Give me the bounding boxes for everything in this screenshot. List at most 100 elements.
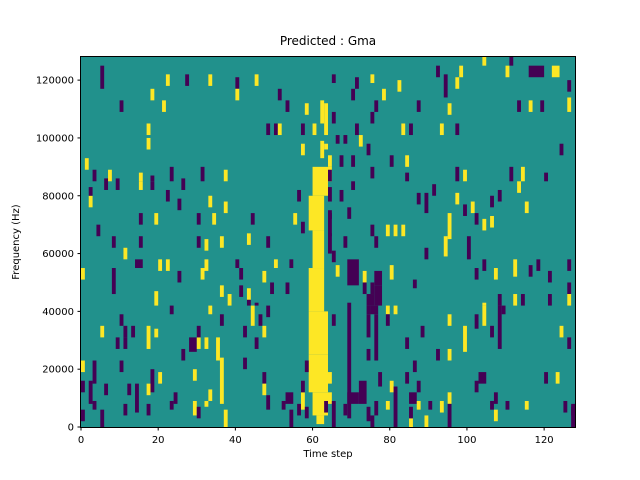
heatmap-cell	[463, 204, 467, 216]
heatmap-cell	[520, 294, 525, 306]
plot-border	[80, 56, 576, 428]
heatmap-cell	[362, 282, 367, 295]
heatmap-cell	[366, 406, 371, 422]
heatmap-cell	[409, 392, 417, 404]
heatmap-cell	[328, 372, 332, 384]
x-tick-label: 20	[152, 435, 165, 446]
heatmap-cell	[123, 247, 128, 260]
heatmap-cell	[219, 285, 224, 297]
heatmap-cell	[571, 406, 575, 427]
heatmap-cell	[300, 221, 305, 234]
heatmap-cell	[567, 294, 572, 306]
heatmap-cell	[513, 259, 518, 277]
heatmap-cell	[455, 166, 460, 182]
heatmap-cell	[254, 302, 259, 306]
heatmap-cell	[173, 392, 178, 404]
heatmap-cell	[482, 218, 487, 231]
heatmap-cell	[497, 189, 502, 202]
heatmap-cell	[304, 360, 309, 373]
heatmap-cell	[482, 302, 487, 306]
heatmap-cell	[81, 409, 85, 422]
heatmap-cell	[308, 311, 328, 355]
heatmap-cell	[405, 155, 410, 167]
heatmap-cell	[366, 294, 375, 306]
heatmap-cell	[393, 305, 398, 315]
heatmap-cell	[300, 123, 305, 136]
heatmap-cell	[331, 111, 336, 124]
heatmap-cell	[131, 325, 136, 338]
heatmap-cell	[559, 325, 564, 338]
heatmap-cell	[528, 100, 533, 112]
heatmap-cell	[196, 325, 201, 338]
x-tick-label: 120	[535, 435, 554, 446]
heatmap-cell	[146, 325, 151, 349]
heatmap-cell	[424, 192, 429, 214]
heatmap-cell	[343, 403, 348, 416]
y-axis-label: Frequency (Hz)	[11, 204, 22, 280]
heatmap-cell	[177, 270, 182, 283]
heatmap-cell	[358, 135, 363, 147]
heatmap-cell	[416, 400, 421, 410]
heatmap-cell	[262, 372, 267, 384]
heatmap-cell	[243, 357, 247, 370]
heatmap-cell	[285, 100, 290, 112]
heatmap-cell	[154, 213, 159, 225]
heatmap-cell	[389, 155, 394, 167]
y-tick-label: 40000	[42, 307, 74, 318]
heatmap-cell	[254, 74, 259, 86]
heatmap-cell	[177, 198, 182, 211]
heatmap-cell	[169, 400, 174, 410]
heatmap-cell	[150, 181, 155, 190]
heatmap-cell	[567, 97, 572, 112]
heatmap-cell	[501, 305, 506, 315]
heatmap-cell	[270, 282, 274, 295]
heatmap-cell	[208, 195, 213, 208]
heatmap-cell	[158, 372, 163, 384]
heatmap-cell	[482, 259, 487, 271]
heatmap-cell	[351, 88, 356, 101]
heatmap-cell	[378, 372, 383, 387]
heatmap-cell	[223, 169, 228, 182]
heatmap-cell	[135, 383, 139, 413]
heatmap-cell	[200, 166, 205, 182]
heatmap-cell	[447, 213, 452, 240]
heatmap-cell	[482, 57, 487, 66]
heatmap-cell	[254, 337, 259, 349]
heatmap-cell	[389, 265, 394, 280]
heatmap-cell	[308, 195, 325, 231]
heatmap-cell	[559, 143, 564, 156]
heatmap-cell	[405, 372, 410, 384]
heatmap-cell	[104, 178, 109, 190]
heatmap-cell	[370, 305, 379, 315]
x-tick-label: 40	[229, 435, 242, 446]
heatmap-cell	[382, 88, 386, 101]
heatmap-cell	[370, 224, 375, 237]
heatmap-cell	[358, 380, 367, 404]
heatmap-cell	[493, 392, 498, 404]
heatmap-cell	[146, 383, 151, 396]
heatmap-cell	[520, 166, 525, 182]
y-tick-label: 20000	[42, 365, 74, 376]
heatmap-cell	[409, 406, 413, 419]
heatmap-cell	[366, 143, 371, 156]
heatmap-cell	[219, 357, 224, 404]
heatmap-cell	[196, 337, 201, 349]
heatmap-cell	[443, 74, 448, 98]
heatmap-cell	[216, 337, 220, 361]
heatmap-cell	[544, 172, 548, 182]
heatmap-cell	[401, 224, 406, 237]
heatmap-cell	[84, 158, 89, 170]
heatmap-cell	[528, 65, 545, 78]
heatmap-cell	[150, 175, 155, 182]
heatmap-cell	[343, 135, 348, 144]
heatmap-cell	[374, 100, 379, 112]
heatmap-cell	[551, 65, 560, 78]
heatmap-cell	[567, 337, 572, 349]
heatmap-cell	[455, 77, 460, 89]
heatmap-cell	[115, 178, 120, 190]
heatmap-cell	[513, 294, 518, 306]
heatmap-cell	[297, 403, 301, 416]
heatmap-cell	[223, 201, 228, 214]
heatmap-cell	[439, 400, 444, 413]
heatmap-cell	[463, 325, 467, 352]
